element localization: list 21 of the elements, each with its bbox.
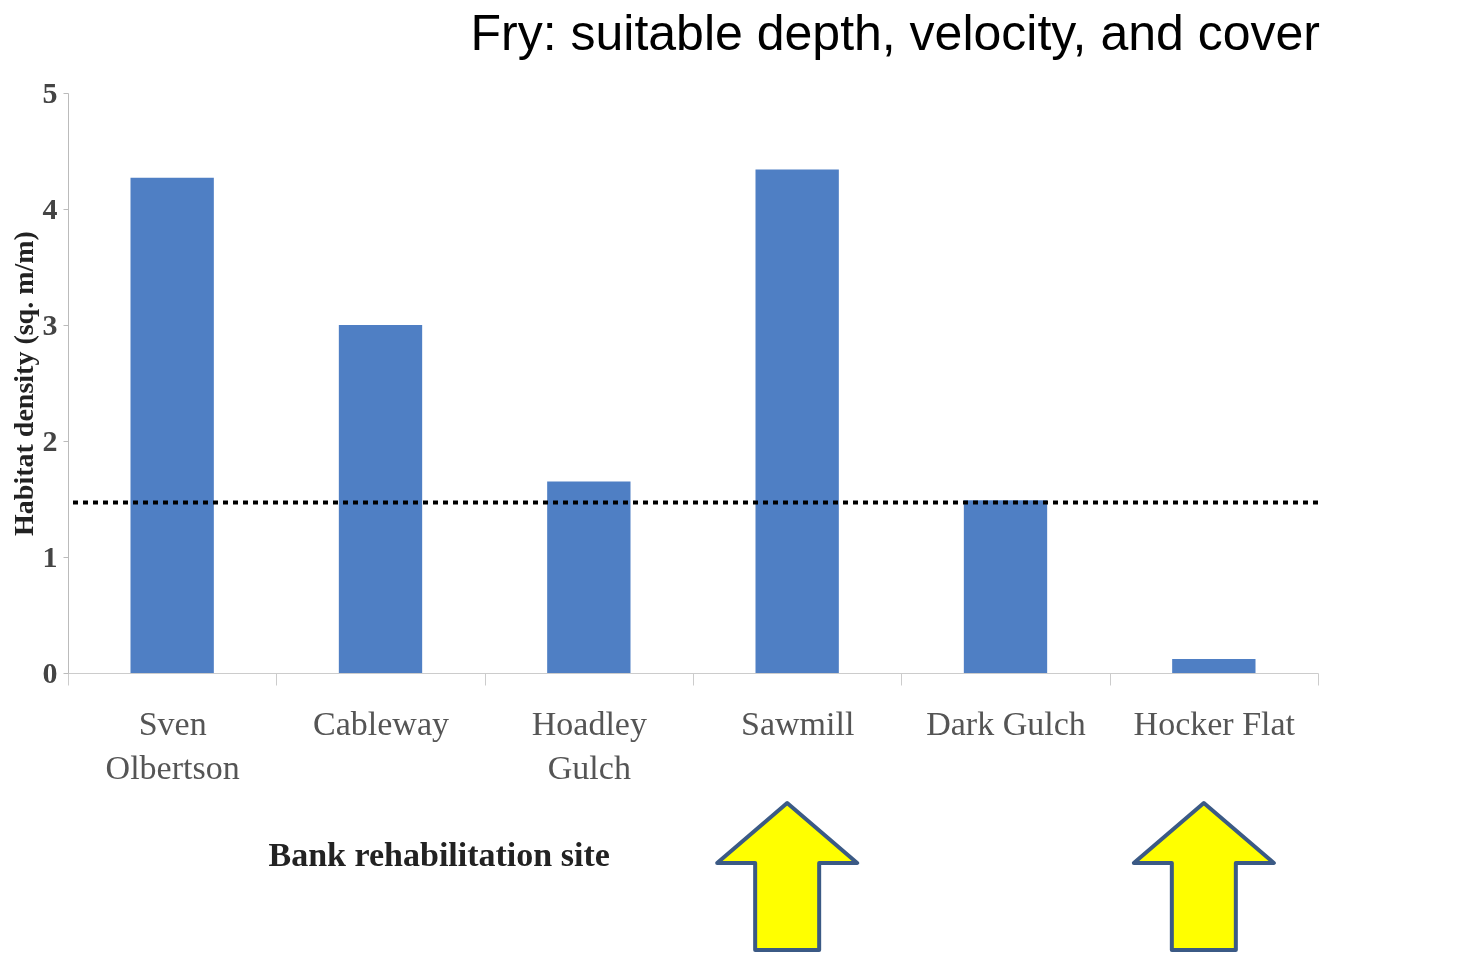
- x-tick-label: Hocker Flat: [1133, 704, 1296, 742]
- x-tick-label: Sven Olbertson: [105, 704, 240, 786]
- bar: [755, 169, 839, 673]
- bar: [963, 500, 1048, 673]
- x-tick-label: Hoadley Gulch: [531, 704, 647, 786]
- x-tick-label: Cableway: [313, 704, 449, 742]
- y-axis-title: Habitat density (sq. m/m): [7, 231, 39, 536]
- y-tick-label: 0: [42, 655, 58, 689]
- y-tick-label: 2: [42, 423, 58, 457]
- bar: [338, 325, 423, 673]
- y-tick-label: 5: [42, 75, 58, 109]
- bar: [547, 481, 631, 673]
- y-tick-label: 3: [42, 307, 58, 341]
- bar: [130, 177, 214, 673]
- x-tick-label: Sawmill: [740, 704, 855, 742]
- x-axis-title: Bank rehabilitation site: [268, 835, 610, 873]
- chart-title: Fry: suitable depth, velocity, and cover: [470, 5, 1320, 61]
- bar: [1172, 659, 1256, 673]
- x-tick-label: Dark Gulch: [926, 704, 1086, 742]
- y-tick-label: 1: [42, 539, 58, 573]
- y-tick-label: 4: [42, 191, 58, 225]
